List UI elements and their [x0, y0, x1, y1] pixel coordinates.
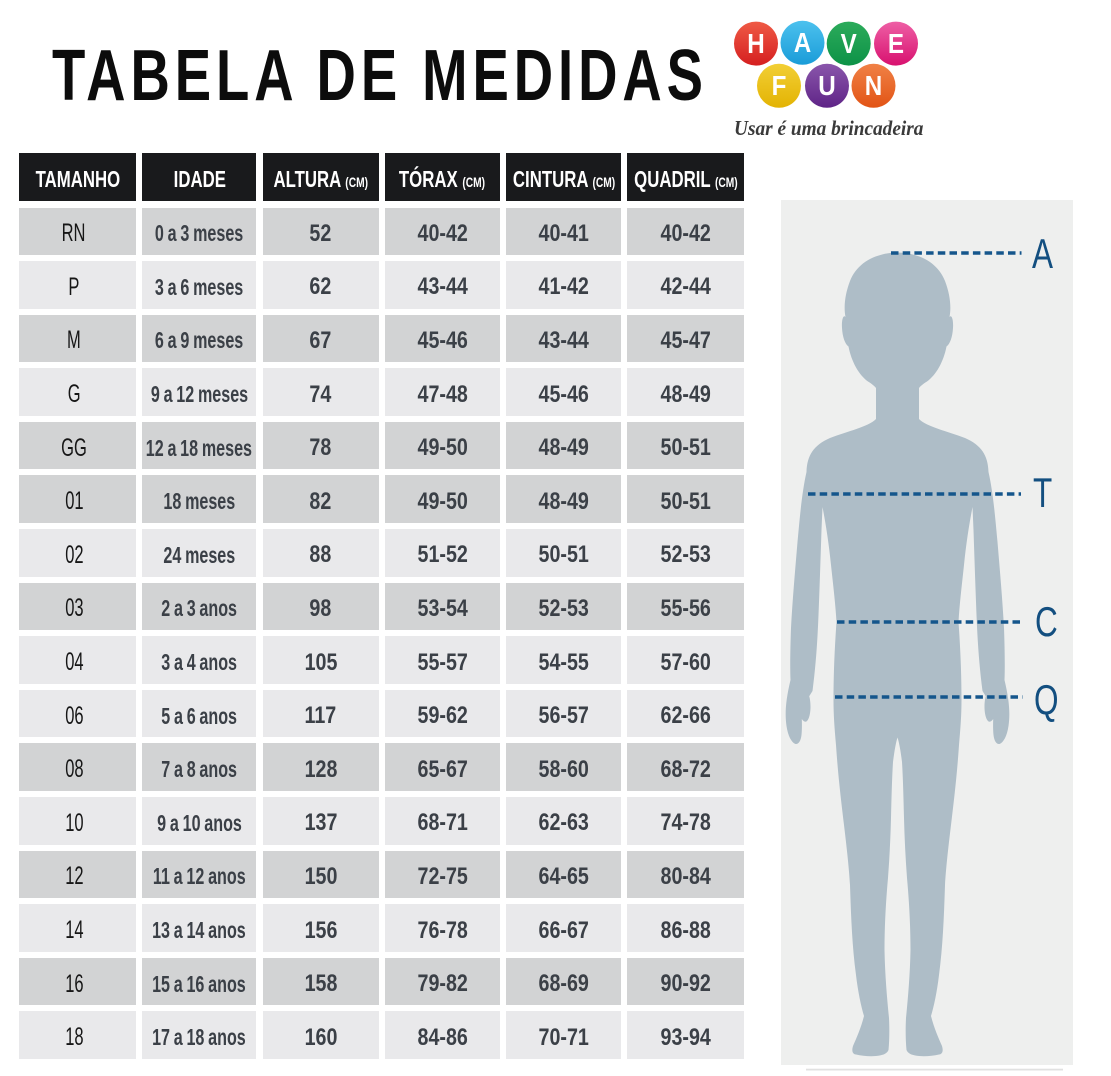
- svg-text:A: A: [1032, 230, 1053, 278]
- svg-text:Q: Q: [1034, 676, 1059, 724]
- svg-text:N: N: [865, 72, 882, 102]
- svg-text:V: V: [841, 30, 858, 60]
- svg-text:F: F: [772, 72, 787, 102]
- svg-text:C: C: [1035, 598, 1058, 646]
- svg-text:A: A: [794, 29, 812, 59]
- svg-text:U: U: [818, 72, 835, 102]
- svg-text:E: E: [888, 30, 904, 60]
- svg-text:T: T: [1033, 469, 1052, 517]
- svg-text:H: H: [747, 30, 764, 60]
